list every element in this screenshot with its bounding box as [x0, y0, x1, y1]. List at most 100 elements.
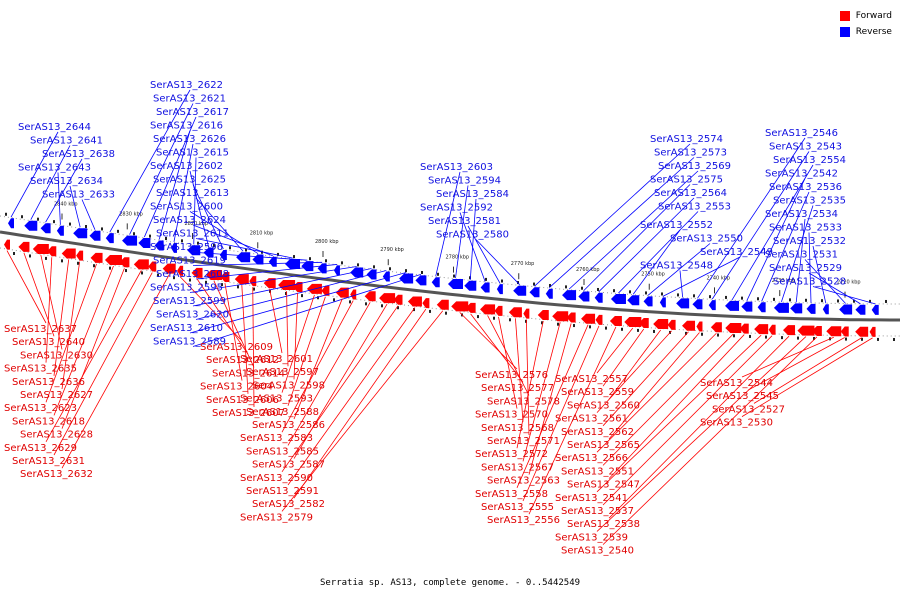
gene-arrow-reverse[interactable] [89, 230, 101, 241]
gene-arrow-reverse[interactable] [790, 303, 803, 314]
gene-label-forward[interactable]: SerAS13_2631 [12, 456, 85, 467]
gene-arrow-forward[interactable] [90, 252, 103, 263]
gene-label-forward[interactable]: SerAS13_2598 [252, 380, 325, 391]
gene-label-reverse[interactable]: SerAS13_2617 [156, 107, 229, 118]
gene-label-forward[interactable]: SerAS13_2590 [240, 473, 313, 484]
gene-arrow-reverse[interactable] [643, 296, 653, 307]
gene-label-reverse[interactable]: SerAS13_2535 [773, 196, 846, 207]
gene-label-forward[interactable]: SerAS13_2588 [246, 407, 319, 418]
gene-label-forward[interactable]: SerAS13_2637 [4, 324, 77, 335]
gene-label-reverse[interactable]: SerAS13_2594 [428, 176, 501, 187]
gene-arrow-reverse[interactable] [578, 291, 590, 302]
gene-label-forward[interactable]: SerAS13_2579 [240, 512, 313, 523]
gene-label-forward[interactable]: SerAS13_2607 [212, 408, 285, 419]
gene-arrow-forward[interactable] [162, 263, 176, 274]
gene-label-forward[interactable]: SerAS13_2565 [567, 440, 640, 451]
gene-label-forward[interactable]: SerAS13_2562 [561, 427, 634, 438]
gene-arrow-forward[interactable] [537, 309, 549, 320]
gene-arrow-reverse[interactable] [676, 298, 690, 309]
gene-label-reverse[interactable]: SerAS13_2625 [153, 175, 226, 186]
gene-arrow-forward[interactable] [379, 293, 396, 304]
gene-label-forward[interactable]: SerAS13_2545 [706, 391, 779, 402]
gene-label-forward[interactable]: SerAS13_2636 [12, 377, 85, 388]
gene-arrow-forward[interactable] [350, 289, 357, 300]
gene-arrow-forward[interactable] [710, 322, 722, 333]
gene-label-forward[interactable]: SerAS13_2578 [487, 396, 560, 407]
gene-label-reverse[interactable]: SerAS13_2553 [658, 202, 731, 213]
gene-arrow-forward[interactable] [508, 307, 522, 318]
gene-label-reverse[interactable]: SerAS13_2552 [640, 220, 713, 231]
gene-arrow-forward[interactable] [321, 285, 330, 296]
gene-arrow-forward[interactable] [869, 326, 876, 337]
gene-arrow-forward[interactable] [234, 274, 249, 285]
gene-label-forward[interactable]: SerAS13_2567 [481, 462, 554, 473]
gene-arrow-forward[interactable] [465, 302, 476, 313]
gene-arrow-reverse[interactable] [382, 271, 390, 282]
gene-arrow-forward[interactable] [840, 326, 849, 337]
gene-arrow-reverse[interactable] [545, 288, 553, 299]
gene-arrow-reverse[interactable] [219, 249, 227, 260]
gene-arrow-forward[interactable] [133, 259, 149, 270]
gene-label-forward[interactable]: SerAS13_2577 [481, 383, 554, 394]
gene-arrow-forward[interactable] [480, 304, 496, 315]
gene-arrow-forward[interactable] [364, 291, 376, 302]
gene-label-forward[interactable]: SerAS13_2557 [555, 374, 628, 385]
gene-label-forward[interactable]: SerAS13_2576 [475, 370, 548, 381]
gene-label-forward[interactable]: SerAS13_2556 [487, 515, 560, 526]
gene-arrow-forward[interactable] [783, 325, 796, 336]
gene-arrow-reverse[interactable] [529, 287, 540, 298]
gene-arrow-forward[interactable] [4, 239, 10, 250]
gene-label-forward[interactable]: SerAS13_2601 [240, 354, 313, 365]
gene-label-reverse[interactable]: SerAS13_2554 [773, 155, 846, 166]
gene-arrow-reverse[interactable] [627, 295, 640, 306]
gene-label-reverse[interactable]: SerAS13_2573 [654, 148, 727, 159]
gene-label-reverse[interactable]: SerAS13_2633 [42, 190, 115, 201]
gene-label-reverse[interactable]: SerAS13_2549 [700, 247, 773, 258]
gene-arrow-reverse[interactable] [594, 292, 603, 303]
gene-arrow-forward[interactable] [566, 312, 576, 323]
gene-label-reverse[interactable]: SerAS13_2548 [640, 261, 713, 272]
gene-label-reverse[interactable]: SerAS13_2602 [150, 161, 223, 172]
gene-arrow-reverse[interactable] [839, 304, 853, 315]
gene-label-forward[interactable]: SerAS13_2544 [700, 378, 773, 389]
gene-arrow-reverse[interactable] [8, 218, 14, 229]
gene-label-reverse[interactable]: SerAS13_2581 [428, 216, 501, 227]
gene-arrow-forward[interactable] [47, 246, 57, 257]
gene-arrow-reverse[interactable] [757, 302, 766, 313]
gene-arrow-forward[interactable] [696, 321, 703, 332]
gene-arrow-reverse[interactable] [448, 279, 463, 290]
gene-label-forward[interactable]: SerAS13_2551 [561, 466, 634, 477]
gene-label-forward[interactable]: SerAS13_2597 [246, 367, 319, 378]
gene-label-forward[interactable]: SerAS13_2640 [12, 337, 85, 348]
gene-label-forward[interactable]: SerAS13_2612 [206, 355, 279, 366]
gene-arrow-forward[interactable] [451, 301, 469, 312]
gene-label-reverse[interactable]: SerAS13_2616 [150, 121, 223, 132]
gene-label-forward[interactable]: SerAS13_2555 [481, 502, 554, 513]
gene-arrow-forward[interactable] [393, 294, 403, 305]
gene-label-reverse[interactable]: SerAS13_2569 [658, 161, 731, 172]
gene-arrow-reverse[interactable] [806, 303, 816, 314]
gene-arrow-reverse[interactable] [871, 304, 879, 315]
gene-label-reverse[interactable]: SerAS13_2589 [153, 337, 226, 348]
gene-arrow-reverse[interactable] [138, 238, 151, 249]
gene-label-reverse[interactable]: SerAS13_2611 [156, 229, 229, 240]
gene-label-forward[interactable]: SerAS13_2563 [487, 476, 560, 487]
gene-label-reverse[interactable]: SerAS13_2644 [18, 122, 91, 133]
gene-arrow-forward[interactable] [624, 317, 642, 328]
gene-label-forward[interactable]: SerAS13_2585 [246, 446, 319, 457]
gene-arrow-forward[interactable] [191, 267, 203, 278]
gene-label-forward[interactable]: SerAS13_2558 [475, 489, 548, 500]
gene-arrow-reverse[interactable] [708, 300, 716, 311]
gene-arrow-forward[interactable] [119, 257, 130, 268]
gene-label-reverse[interactable]: SerAS13_2592 [420, 203, 493, 214]
legend-item-reverse[interactable]: Reverse [839, 24, 892, 40]
gene-arrow-reverse[interactable] [659, 297, 666, 308]
gene-label-reverse[interactable]: SerAS13_2542 [765, 169, 838, 180]
gene-arrow-forward[interactable] [104, 255, 122, 266]
gene-arrow-reverse[interactable] [692, 299, 703, 310]
gene-arrow-forward[interactable] [494, 305, 503, 316]
gene-arrow-reverse[interactable] [203, 247, 214, 258]
gene-label-forward[interactable]: SerAS13_2538 [567, 519, 640, 530]
gene-arrow-forward[interactable] [249, 276, 257, 287]
gene-label-forward[interactable]: SerAS13_2632 [20, 469, 93, 480]
